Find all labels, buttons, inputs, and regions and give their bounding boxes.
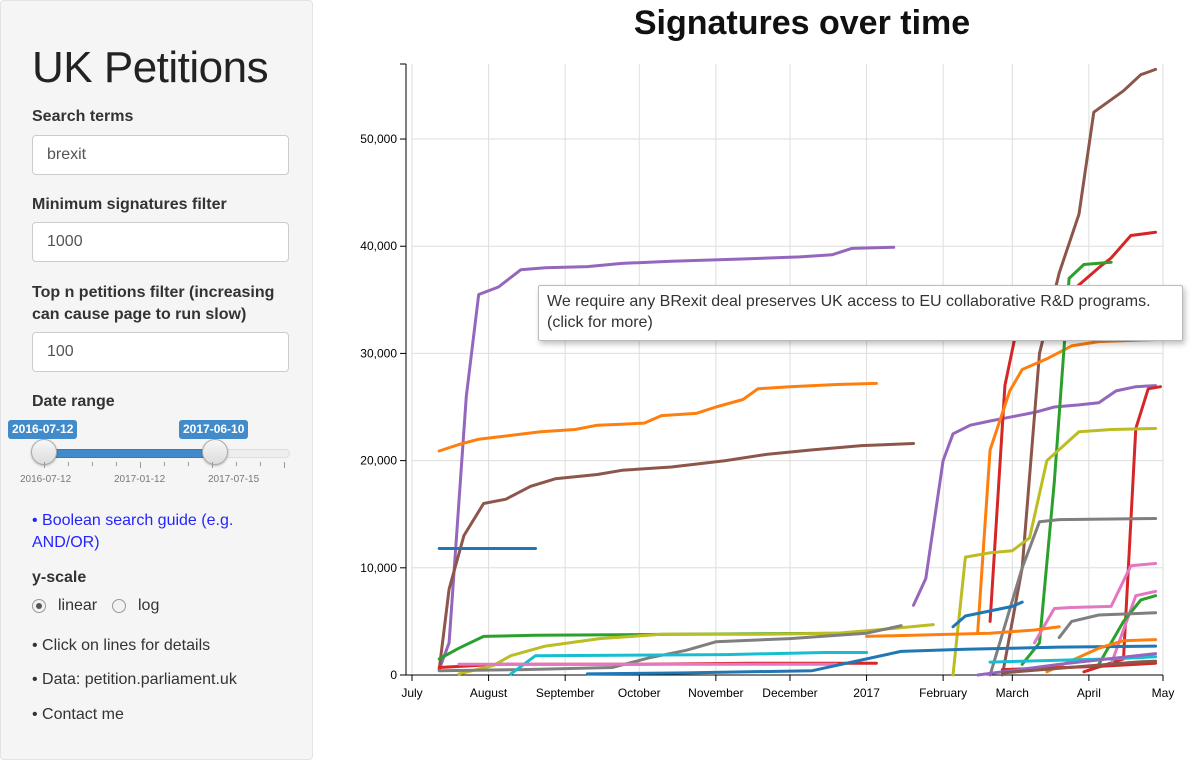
petition-line[interactable] [437, 624, 903, 673]
top-n-label: Top n petitions filter (increasing can c… [32, 284, 275, 323]
y-scale-linear-option[interactable]: linear [32, 597, 97, 615]
y-tick-label: 50,000 [360, 132, 397, 146]
search-terms-label: Search terms [32, 108, 134, 125]
x-tick-label: August [470, 686, 508, 700]
x-tick-label: May [1152, 686, 1175, 700]
petition-line[interactable] [509, 651, 869, 676]
radio-linear-label: linear [58, 597, 98, 614]
date-grid-label: 2017-07-15 [208, 474, 260, 485]
date-range-selection[interactable] [44, 449, 215, 458]
date-grid-label: 2017-01-12 [114, 474, 166, 485]
petition-line[interactable] [912, 384, 1158, 607]
date-grid-label: 2016-07-12 [20, 474, 72, 485]
info-data-source: • Data: petition.parliament.uk [32, 671, 237, 688]
info-click-lines: • Click on lines for details [32, 637, 211, 654]
petition-line[interactable] [951, 600, 1024, 629]
radio-log[interactable] [112, 599, 126, 613]
date-from-handle[interactable] [31, 439, 57, 465]
petition-line[interactable] [976, 338, 1158, 634]
x-tick-label: September [536, 686, 595, 700]
petition-line[interactable] [1057, 611, 1158, 639]
date-range-ticks [44, 462, 285, 468]
petition-line[interactable] [1000, 659, 1158, 675]
petition-line[interactable] [865, 625, 1061, 638]
x-tick-label: July [401, 686, 422, 700]
petition-tooltip[interactable]: We require any BRexit deal preserves UK … [538, 285, 1183, 341]
petition-line[interactable] [437, 245, 896, 672]
date-from-tooltip: 2016-07-12 [8, 420, 78, 439]
app-title: UK Petitions [32, 43, 269, 92]
y-tick-label: 30,000 [360, 346, 397, 360]
petition-line[interactable] [988, 517, 1158, 677]
petition-line[interactable] [1000, 67, 1158, 677]
petition-line[interactable] [951, 427, 1158, 677]
petition-line[interactable] [437, 442, 915, 672]
x-tick-label: November [688, 686, 743, 700]
y-tick-label: 20,000 [360, 454, 397, 468]
petition-line[interactable] [585, 644, 1158, 676]
x-tick-label: December [762, 686, 817, 700]
y-scale-log-option[interactable]: log [112, 597, 159, 615]
petition-line[interactable] [1097, 594, 1158, 666]
chart-title: Signatures over time [633, 4, 971, 42]
y-tick-label: 40,000 [360, 239, 397, 253]
date-range-label: Date range [32, 393, 115, 410]
date-to-tooltip: 2017-06-10 [179, 420, 249, 439]
radio-log-label: log [138, 597, 160, 614]
y-tick-label: 10,000 [360, 561, 397, 575]
sidebar-panel [0, 0, 313, 760]
contact-me-link[interactable]: • Contact me [32, 706, 124, 723]
y-scale-label: y-scale [32, 569, 87, 586]
x-tick-label: March [996, 686, 1029, 700]
min-signatures-input[interactable] [32, 222, 289, 262]
top-n-input[interactable] [32, 332, 289, 372]
petition-line[interactable] [437, 381, 878, 453]
petition-line[interactable] [1033, 562, 1158, 645]
boolean-search-guide-link[interactable]: • Boolean search guide (e.g. AND/OR) [32, 512, 234, 551]
date-to-handle[interactable] [202, 439, 228, 465]
search-input[interactable] [32, 135, 289, 175]
x-tick-label: February [919, 686, 967, 700]
y-tick-label: 0 [390, 668, 397, 682]
x-tick-label: 2017 [853, 686, 880, 700]
radio-linear[interactable] [32, 599, 46, 613]
min-signatures-label: Minimum signatures filter [32, 196, 227, 213]
x-tick-label: October [618, 686, 661, 700]
petition-line[interactable] [457, 623, 935, 676]
x-tick-label: April [1077, 686, 1101, 700]
